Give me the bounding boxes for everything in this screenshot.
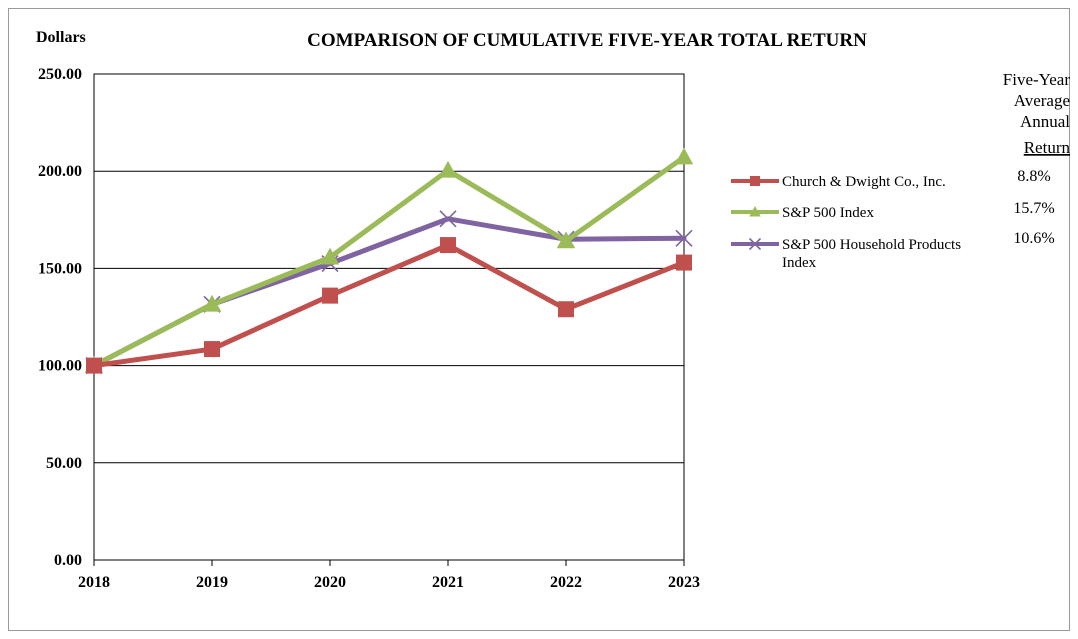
y-axis-label: Dollars	[36, 29, 86, 46]
data-point	[322, 287, 338, 304]
returns-header: Five-Year	[1003, 70, 1071, 89]
data-point	[556, 231, 576, 249]
x-tick-label: 2020	[314, 574, 346, 591]
average-return-table: Five-Year Average Annual Return 8.8% 15.7% 10.…	[1003, 70, 1071, 247]
legend-marker	[748, 237, 762, 251]
average-return-value: 10.6%	[1013, 230, 1054, 247]
average-return-value: 8.8%	[1017, 168, 1050, 185]
data-point	[674, 147, 694, 165]
x-tick-label: 2019	[196, 574, 228, 591]
data-point	[440, 237, 456, 254]
returns-header: Average	[1014, 91, 1070, 110]
plot-area: 0.00 50.00 100.00 150.00 200.00 250.00 2018 201…	[38, 66, 700, 591]
data-point	[204, 341, 220, 358]
data-point	[439, 210, 457, 228]
legend-marker	[749, 206, 761, 217]
y-tick-label: 50.00	[46, 455, 82, 472]
x-tick-label: 2021	[432, 574, 464, 591]
data-point	[320, 247, 340, 265]
x-tick-label: 2018	[78, 574, 110, 591]
legend-label: Index	[782, 255, 817, 271]
data-point	[676, 254, 692, 271]
y-tick-label: 200.00	[38, 163, 82, 180]
data-point	[558, 301, 574, 318]
plot-border	[93, 73, 685, 561]
series-line	[91, 242, 687, 369]
returns-header: Return	[1024, 138, 1071, 157]
legend-marker	[750, 176, 760, 186]
data-point	[438, 160, 458, 178]
data-point	[202, 294, 222, 312]
legend-label: Church & Dwight Co., Inc.	[782, 174, 946, 190]
returns-header: Annual	[1020, 112, 1070, 131]
y-tick-label: 150.00	[38, 260, 82, 277]
average-return-value: 15.7%	[1013, 200, 1054, 217]
legend-label: S&P 500 Index	[782, 205, 874, 221]
y-tick-label: 250.00	[38, 66, 82, 83]
series-line	[91, 216, 687, 369]
legend: Church & Dwight Co., Inc. S&P 500 Index S&…	[731, 174, 961, 271]
legend-label: S&P 500 Household Products	[782, 237, 961, 253]
series-line	[91, 154, 687, 369]
y-tick-label: 100.00	[38, 358, 82, 375]
chart-title: COMPARISON OF CUMULATIVE FIVE-YEAR TOTAL…	[307, 30, 867, 51]
x-tick-label: 2023	[668, 574, 700, 591]
data-point	[675, 229, 693, 247]
y-tick-label: 0.00	[54, 552, 82, 569]
data-point	[86, 357, 102, 374]
x-tick-label: 2022	[550, 574, 582, 591]
